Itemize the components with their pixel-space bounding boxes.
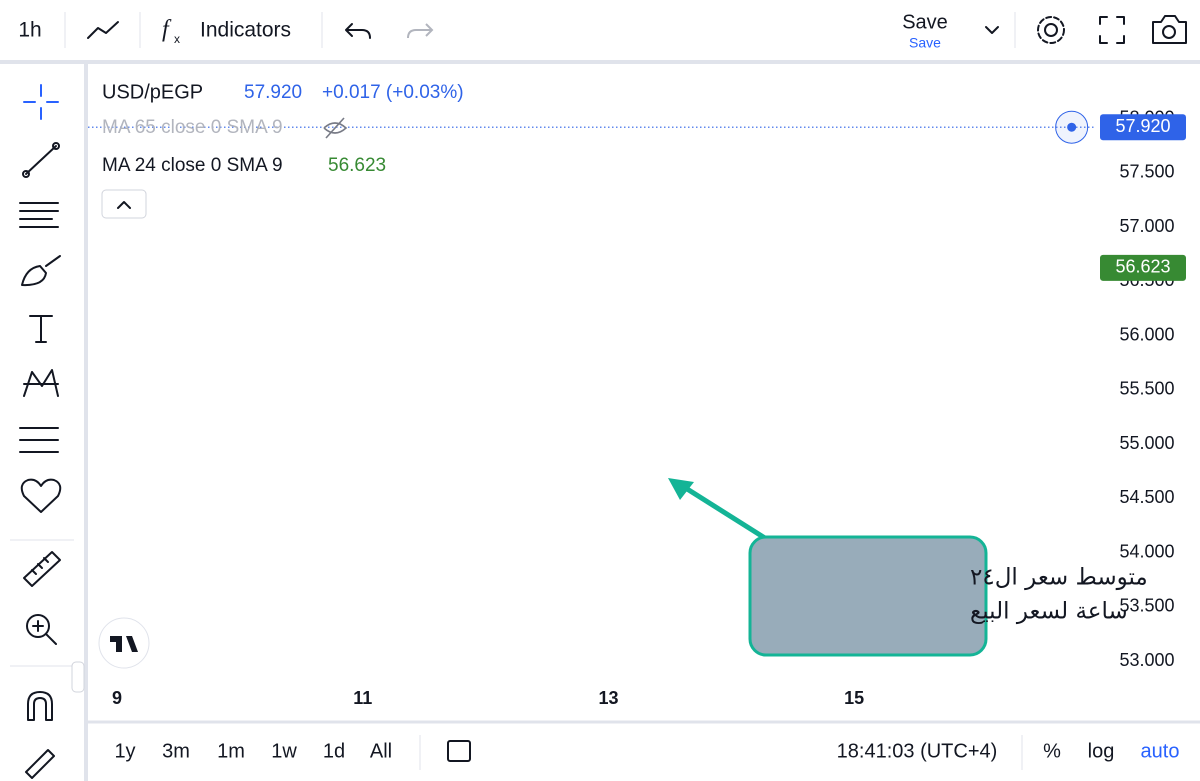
snapshot-icon[interactable] xyxy=(1152,15,1187,44)
x-tick-label: 13 xyxy=(598,688,618,708)
annotation-arrow xyxy=(682,484,770,543)
redo-icon[interactable] xyxy=(407,23,434,39)
crosshair-tool[interactable] xyxy=(23,84,59,120)
range-button[interactable]: 1m xyxy=(217,740,245,762)
scale-option[interactable]: % xyxy=(1043,740,1061,762)
range-button[interactable]: 1d xyxy=(323,740,345,762)
range-button[interactable]: 1y xyxy=(114,740,135,762)
pattern-tool[interactable] xyxy=(23,369,59,397)
undo-icon[interactable] xyxy=(345,23,371,39)
tv-logo[interactable] xyxy=(98,617,150,669)
interval-button[interactable]: 1h xyxy=(18,19,41,42)
ma-axis-label-text: 56.623 xyxy=(1115,257,1170,277)
range-button[interactable]: 1w xyxy=(271,740,297,762)
sidebar-toggle[interactable] xyxy=(71,661,85,693)
y-tick-label: 57.000 xyxy=(1119,216,1174,236)
y-tick-label: 53.000 xyxy=(1119,650,1174,670)
price-label: 57.920 xyxy=(244,82,302,103)
goto-date-icon[interactable] xyxy=(447,740,471,762)
brush-tool[interactable] xyxy=(21,255,61,287)
change-label: +0.017 (+0.03%) xyxy=(322,82,464,103)
ruler-tool[interactable] xyxy=(23,551,61,587)
magnet-tool[interactable] xyxy=(27,691,53,721)
y-tick-label: 54.500 xyxy=(1119,487,1174,507)
fib-tool[interactable] xyxy=(19,202,59,228)
clock: 18:41:03 (UTC+4) xyxy=(837,740,998,762)
price-axis-label-text: 57.920 xyxy=(1115,116,1170,136)
y-tick-label: 55.500 xyxy=(1119,379,1174,399)
drawing-tools xyxy=(19,84,62,779)
plot-area xyxy=(88,126,1095,128)
favorites-tool[interactable] xyxy=(20,478,62,513)
scale-option[interactable]: log xyxy=(1088,740,1115,762)
bottom-bar: 1y 3m 1m 1w 1d All% log auto xyxy=(114,740,1179,762)
axes: 53.000 53.500 54.000 54.500 55.000 55.500 56.0… xyxy=(112,107,1186,708)
range-button[interactable]: All xyxy=(370,740,392,762)
fx-icon: f xyxy=(162,17,172,43)
hidden-ma-label: MA 65 close 0 SMA 9 xyxy=(102,117,283,138)
ma-legend-value: 56.623 xyxy=(328,155,386,176)
annotation-box xyxy=(748,535,988,657)
y-tick-label: 56.000 xyxy=(1119,324,1174,344)
save-button[interactable]: Save xyxy=(902,11,948,33)
range-button[interactable]: 3m xyxy=(162,740,190,762)
price-axis-label xyxy=(1100,114,1186,141)
scale-option[interactable]: auto xyxy=(1141,740,1180,762)
collapse-legend-button[interactable] xyxy=(101,189,147,219)
fx-icon-sub: x xyxy=(174,32,180,46)
y-tick-label: 57.500 xyxy=(1119,162,1174,182)
y-tick-label: 55.000 xyxy=(1119,433,1174,453)
settings-icon[interactable] xyxy=(1044,23,1058,37)
last-price-dot xyxy=(1067,122,1077,132)
save-sub-label: Save xyxy=(909,35,941,51)
annotation-text: متوسط سعر ال٢٤ xyxy=(970,565,1148,591)
save-dropdown[interactable] xyxy=(985,26,999,34)
x-tick-label: 9 xyxy=(112,688,122,708)
y-tick-label: 54.000 xyxy=(1119,541,1174,561)
fullscreen-icon[interactable] xyxy=(1099,16,1125,44)
trend-line-tool[interactable] xyxy=(25,145,57,175)
text-tool[interactable] xyxy=(29,315,53,343)
prediction-tool[interactable] xyxy=(19,427,59,453)
annotation-arrowhead xyxy=(668,478,694,500)
x-tick-label: 15 xyxy=(844,688,864,708)
x-tick-label: 11 xyxy=(353,688,372,708)
ma-legend-name: MA 24 close 0 SMA 9 xyxy=(102,155,283,176)
y-tick-label: 53.500 xyxy=(1119,596,1174,616)
zoom-tool[interactable] xyxy=(26,614,50,638)
lock-tool[interactable] xyxy=(25,749,55,779)
eye-off-icon[interactable] xyxy=(323,117,348,139)
ma-axis-label xyxy=(1100,254,1186,281)
symbol-label: USD/pEGP xyxy=(102,81,203,103)
indicators-button[interactable]: Indicators xyxy=(200,19,291,42)
top-toolbar xyxy=(0,0,1200,62)
chart-type-icon[interactable] xyxy=(87,21,119,39)
annotation-text: ساعة لسعر البيع xyxy=(970,599,1128,625)
